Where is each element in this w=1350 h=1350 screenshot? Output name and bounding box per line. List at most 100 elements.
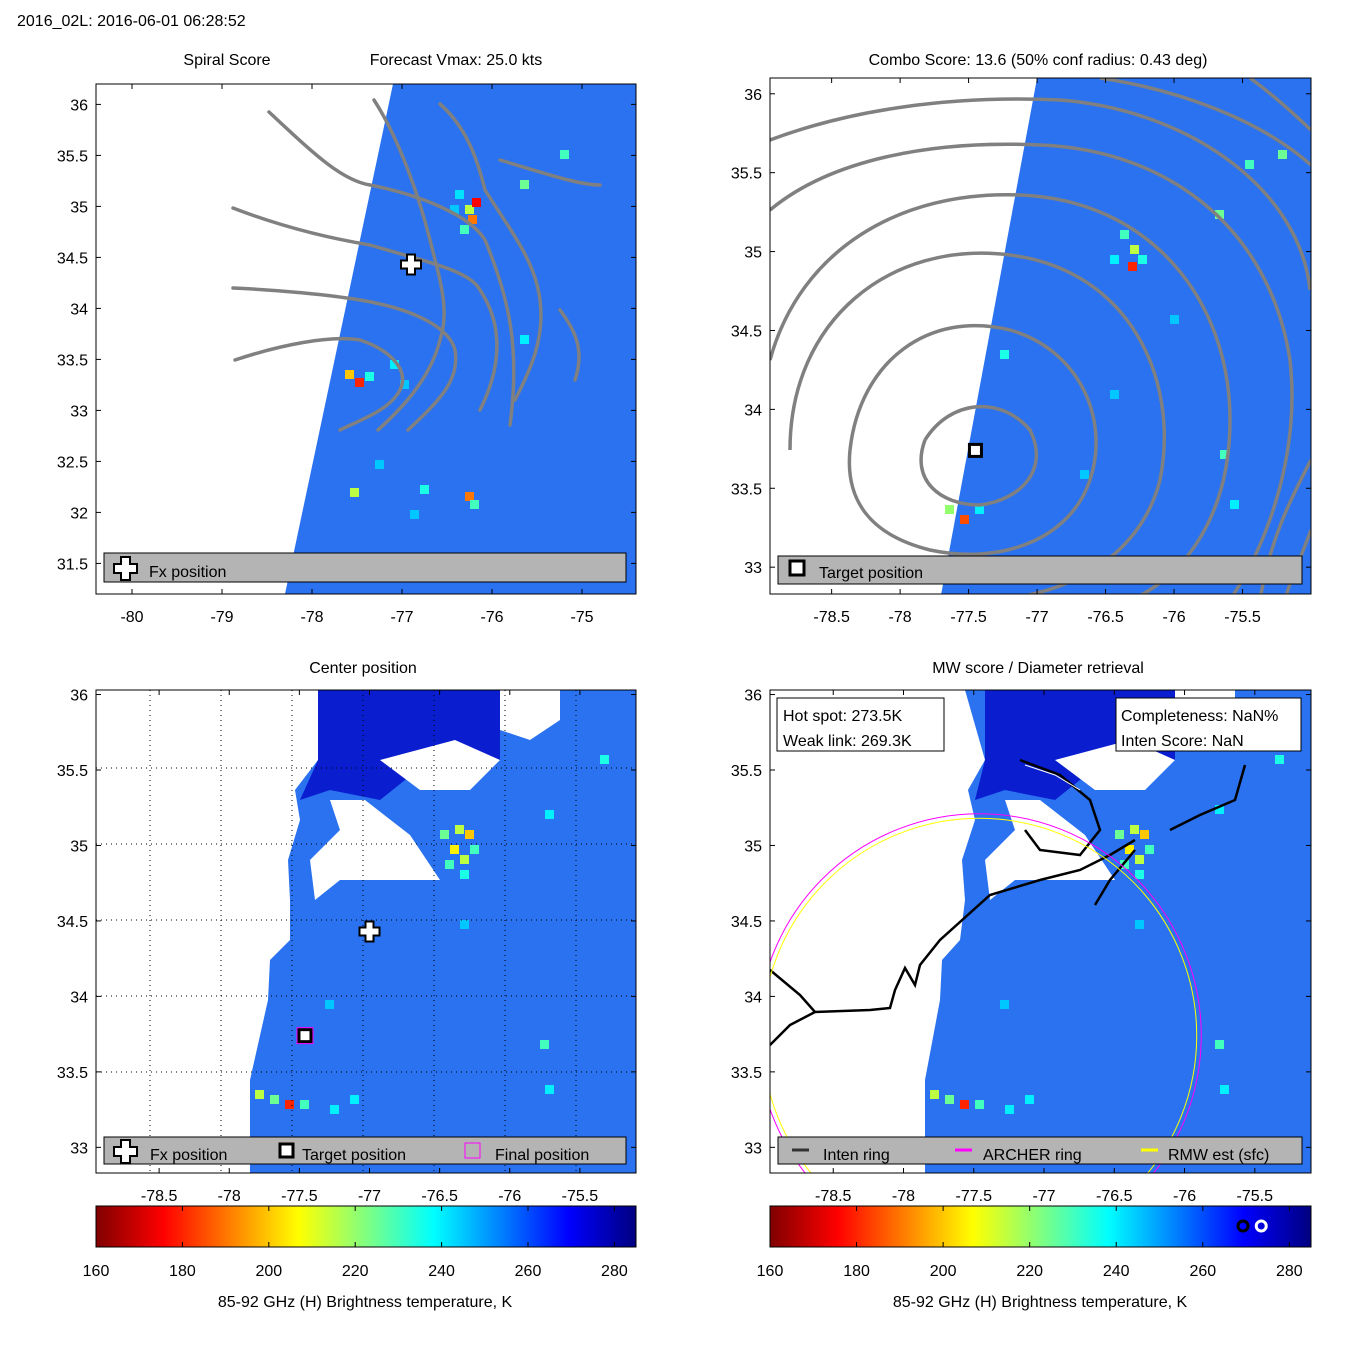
spiral-y-axis: 31.5 32 32.5 33 33.5 34 34.5 35 35.5 36 (57, 97, 636, 573)
panel-mw-title: MW score / Diameter retrieval (932, 660, 1144, 677)
center-y-axis: 33 33.5 34 34.5 35 35.5 36 (57, 688, 636, 1157)
spiral-legend: Fx position (103, 552, 627, 583)
mw-gap-area (1055, 740, 1175, 790)
spiral-legend-box (103, 552, 627, 583)
brightness-cell (1278, 150, 1287, 159)
combo-contour-ring (1248, 78, 1311, 132)
brightness-cell (455, 190, 464, 199)
brightness-cell (1128, 262, 1137, 271)
spiral-contour-line (438, 102, 543, 402)
mw-info-left: Hot spot: 273.5K Weak link: 269.3K (776, 697, 945, 752)
brightness-cell (355, 378, 364, 387)
brightness-cell (468, 215, 477, 224)
combo-contours (770, 78, 1311, 594)
mw-y-axis: 33 33.5 34 34.5 35 35.5 36 (731, 688, 1311, 1157)
inten-score-text: Inten Score: NaN (1121, 733, 1244, 750)
final-position-icon (296, 1027, 314, 1045)
y-tick-label: 34 (70, 989, 88, 1006)
coastline-path (1093, 849, 1136, 906)
panel-combo-title: Combo Score: 13.6 (50% conf radius: 0.43… (869, 52, 1208, 69)
spiral-data-swath (285, 84, 636, 594)
y-tick-label: 32 (70, 505, 88, 522)
mw-legend: Inten ring ARCHER ring RMW est (sfc) (777, 1136, 1303, 1165)
brightness-cell (465, 830, 474, 839)
x-tick-label: -79 (210, 609, 233, 626)
y-tick-label: 33.5 (731, 481, 762, 498)
weak-link-text: Weak link: 269.3K (783, 733, 912, 750)
brightness-cell (472, 198, 481, 207)
center-markers (296, 920, 381, 1045)
brightness-cell (1145, 845, 1154, 854)
x-tick-label: -76.5 (421, 1188, 458, 1205)
brightness-cell (460, 920, 469, 929)
brightness-cell (540, 1040, 549, 1049)
colorbar-left-label: 85-92 GHz (H) Brightness temperature, K (218, 1294, 513, 1311)
center-gap-area (500, 690, 560, 740)
y-tick-label: 33.5 (57, 352, 88, 369)
x-tick-label: -77.5 (950, 609, 987, 626)
spiral-contour-line (558, 308, 581, 382)
center-legend-fx-label: Fx position (150, 1147, 227, 1164)
brightness-cell (975, 505, 984, 514)
hot-spot-text: Hot spot: 273.5K (783, 708, 903, 725)
colorbar-tick-label: 240 (1103, 1263, 1130, 1280)
diameter-ring (770, 813, 1202, 1173)
center-legend-final-label: Final position (495, 1147, 589, 1164)
colorbar-tick-label: 260 (1189, 1263, 1216, 1280)
brightness-cell (365, 372, 374, 381)
brightness-cell (465, 205, 474, 214)
coastline-path (1019, 758, 1102, 857)
brightness-cell (470, 500, 479, 509)
colorbar-left-ticks: 160 180 200 220 240 260 280 (83, 1206, 628, 1280)
brightness-cell (1000, 1000, 1009, 1009)
fx-position-icon (400, 253, 422, 276)
y-tick-label: 33 (70, 1140, 88, 1157)
x-tick-label: -78.5 (815, 1188, 852, 1205)
mw-rings (770, 813, 1202, 1173)
mw-axes-frame (769, 689, 1312, 1174)
brightness-cell (300, 1100, 309, 1109)
y-tick-label: 36 (744, 87, 762, 104)
x-tick-label: -76 (498, 1188, 521, 1205)
brightness-cell (545, 810, 554, 819)
brightness-cell (975, 1100, 984, 1109)
colorbar-tick-label: 180 (843, 1263, 870, 1280)
mw-legend-rmw-label: RMW est (sfc) (1168, 1147, 1269, 1164)
completeness-text: Completeness: NaN% (1121, 708, 1278, 725)
target-position-icon (967, 442, 983, 458)
y-tick-label: 36 (70, 688, 88, 705)
x-tick-label: -78.5 (141, 1188, 178, 1205)
x-tick-label: -77 (1026, 609, 1049, 626)
mw-legend-archer-label: ARCHER ring (983, 1147, 1082, 1164)
spiral-contour-line (231, 286, 458, 432)
fx-position-icon (358, 920, 381, 943)
brightness-cell (350, 488, 359, 497)
brightness-cell (1135, 920, 1144, 929)
combo-legend-label: Target position (819, 565, 923, 582)
y-tick-label: 36 (70, 97, 88, 114)
brightness-cell (1245, 160, 1254, 169)
brightness-cell (1025, 1095, 1034, 1104)
y-tick-label: 33.5 (57, 1065, 88, 1082)
combo-contour-ring (1099, 78, 1311, 167)
colorbar-right-ticks: 160 180 200 220 240 260 280 (757, 1206, 1303, 1280)
y-tick-label: 35.5 (731, 166, 762, 183)
center-hot-cells (255, 755, 609, 1114)
brightness-cell (1110, 255, 1119, 264)
x-tick-label: -77 (1032, 1188, 1055, 1205)
colorbar-tick-label: 260 (515, 1263, 542, 1280)
combo-legend-box (777, 555, 1303, 585)
x-tick-label: -78 (300, 609, 323, 626)
y-tick-label: 34 (744, 989, 762, 1006)
colorbar-left: 160 180 200 220 240 260 280 85-92 GHz (H) Brig… (83, 1205, 637, 1311)
brightness-cell (545, 1085, 554, 1094)
y-tick-label: 35.5 (57, 763, 88, 780)
colorbar-tick-label: 200 (930, 1263, 957, 1280)
combo-contour-ring (770, 192, 1232, 594)
x-tick-label: -78 (218, 1188, 241, 1205)
brightness-cell (520, 180, 529, 189)
mw-info-right: Completeness: NaN% Inten Score: NaN (1115, 697, 1302, 752)
y-tick-label: 34.5 (731, 323, 762, 340)
brightness-cell (945, 505, 954, 514)
